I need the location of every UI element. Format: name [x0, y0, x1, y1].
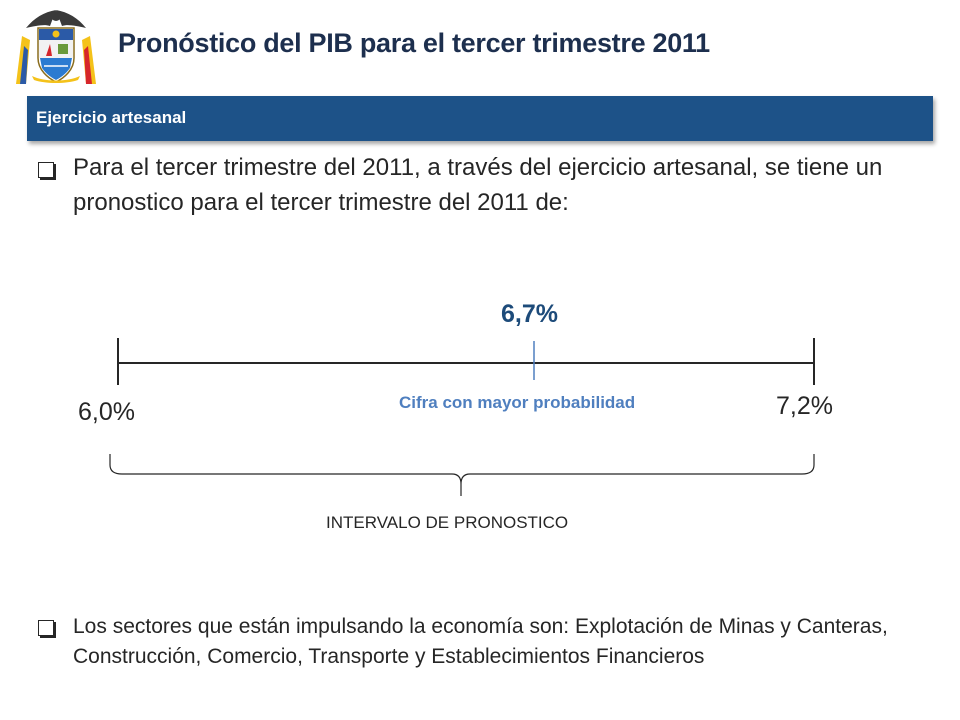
checkbox-bullet-icon — [38, 162, 54, 178]
checkbox-bullet-icon — [38, 620, 54, 636]
most-probable-value: 6,7% — [501, 300, 558, 328]
interval-label: INTERVALO DE PRONOSTICO — [326, 513, 569, 532]
bullet-item-sectors: Los sectores que están impulsando la eco… — [38, 612, 928, 672]
most-probable-caption: Cifra con mayor probabilidad — [399, 393, 636, 412]
colombia-coat-of-arms-icon — [16, 10, 96, 84]
bullet-item-forecast: Para el tercer trimestre del 2011, a tra… — [38, 150, 928, 220]
interval-low-value: 6,0% — [78, 398, 135, 426]
page-title: Pronóstico del PIB para el tercer trimes… — [118, 28, 710, 58]
section-band: Ejercicio artesanal — [27, 96, 933, 141]
interval-high-value: 7,2% — [776, 392, 833, 420]
bullet-text: Los sectores que están impulsando la eco… — [73, 615, 888, 668]
interval-brace — [109, 454, 815, 496]
bullet-text: Para el tercer trimestre del 2011, a tra… — [73, 154, 883, 216]
section-band-label: Ejercicio artesanal — [36, 108, 187, 127]
